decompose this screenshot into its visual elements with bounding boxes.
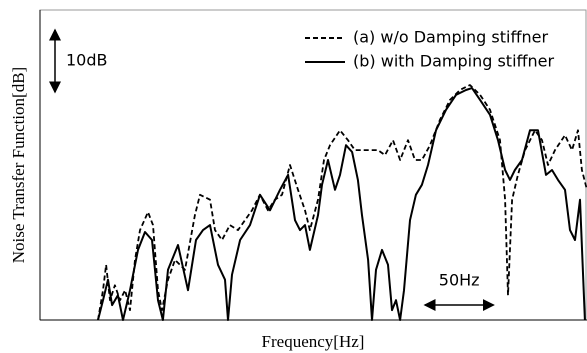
legend-label: (b) with Damping stiffner (353, 52, 555, 71)
x-axis-label: Frequency[Hz] (262, 332, 365, 351)
legend-label: (a) w/o Damping stiffner (353, 28, 548, 47)
scale-label: 50Hz (439, 271, 480, 290)
series-line (97, 87, 586, 321)
y-axis-label: Noise Transfer Function[dB] (9, 67, 28, 263)
scale-label: 10dB (66, 51, 108, 70)
series-line (97, 84, 587, 321)
